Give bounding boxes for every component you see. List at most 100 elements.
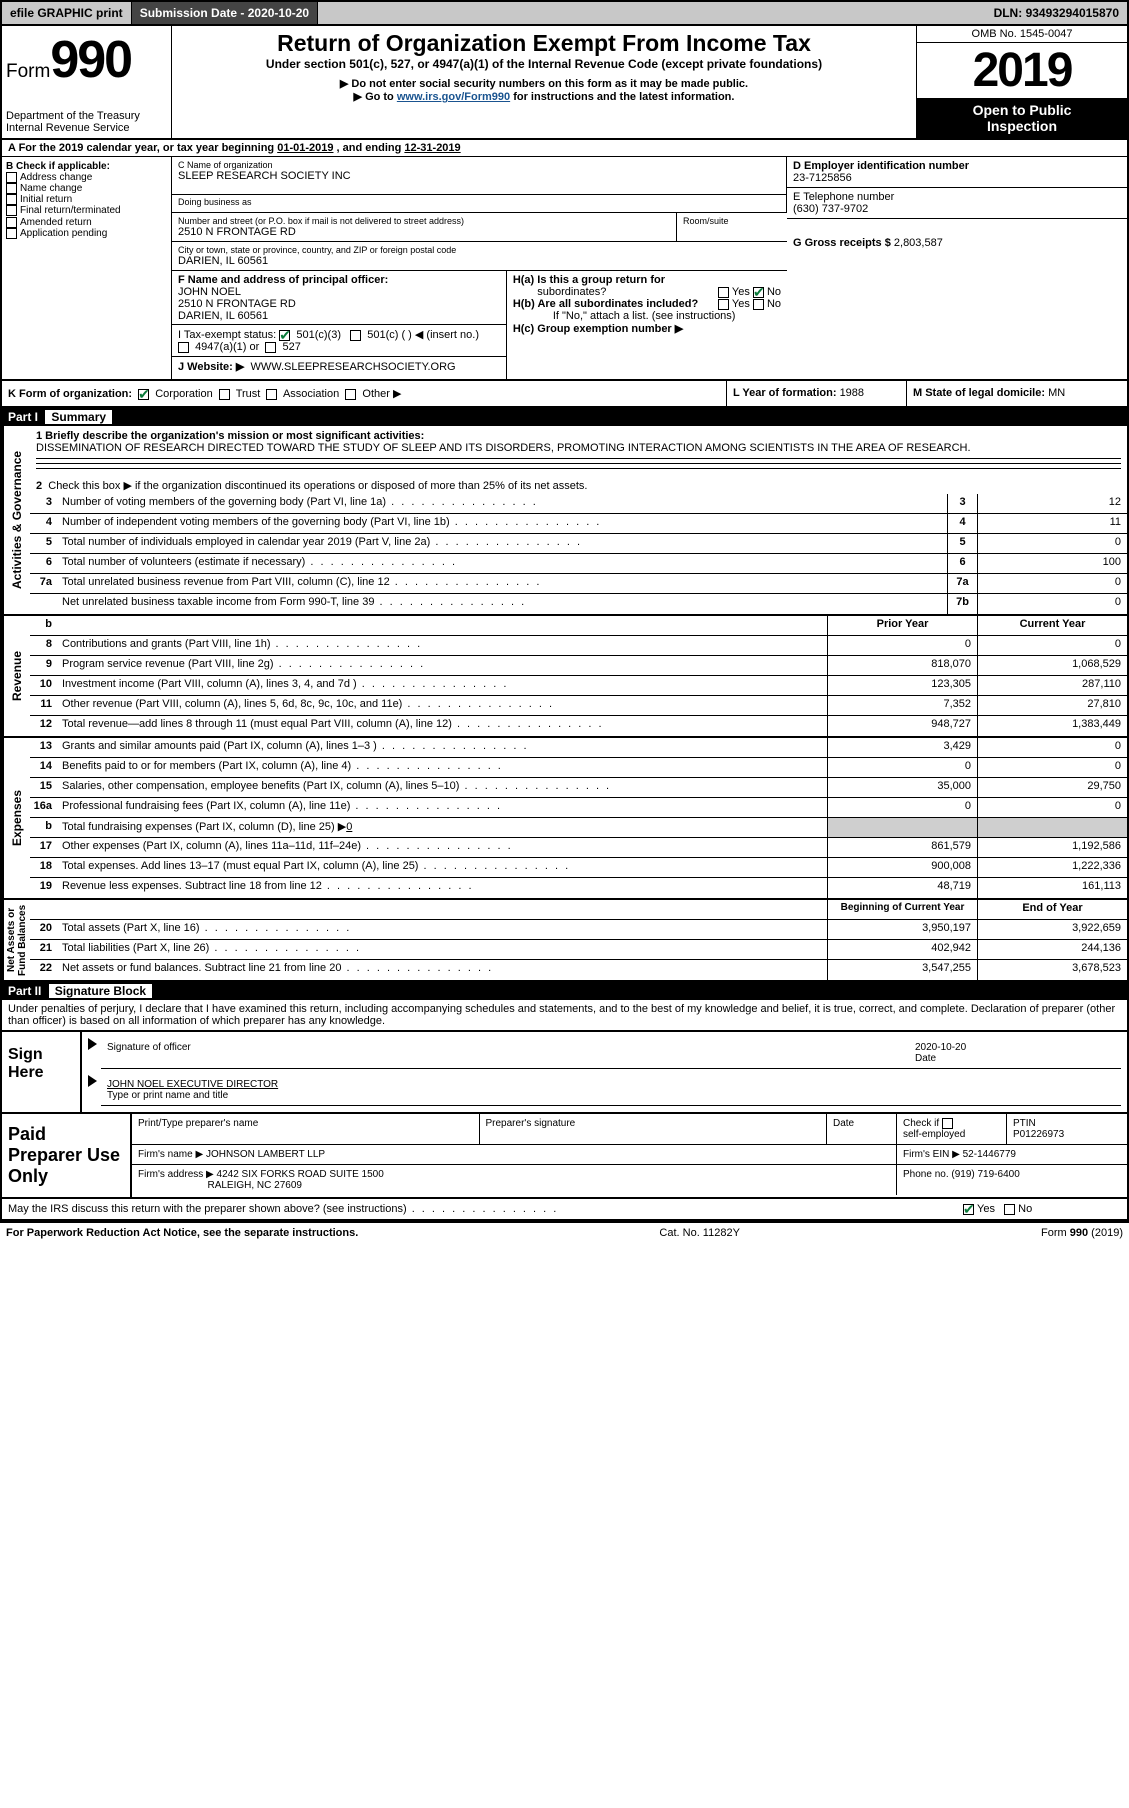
no: No — [767, 298, 781, 310]
chk-name-change[interactable]: Name change — [6, 183, 167, 194]
discuss-no[interactable] — [1004, 1204, 1015, 1215]
arrow-icon — [88, 1075, 97, 1087]
hb-note: If "No," attach a list. (see instruction… — [513, 310, 781, 322]
chk-527[interactable] — [265, 342, 276, 353]
hb-no[interactable] — [753, 299, 764, 310]
note-goto-post: for instructions and the latest informat… — [510, 91, 734, 103]
ldesc: Total assets (Part X, line 16) — [58, 920, 827, 939]
dln: DLN: 93493294015870 — [986, 2, 1127, 24]
lval-prior: 3,950,197 — [827, 920, 977, 939]
form-header: Form990 Department of the Treasury Inter… — [2, 26, 1127, 140]
table-row: 14Benefits paid to or for members (Part … — [30, 758, 1127, 778]
lval: 12 — [977, 494, 1127, 513]
paid-h3: Date — [827, 1114, 897, 1144]
lval: 100 — [977, 554, 1127, 573]
lno: 11 — [30, 696, 58, 715]
lno: 8 — [30, 636, 58, 655]
yes: Yes — [732, 298, 750, 310]
table-row: 3Number of voting members of the governi… — [30, 494, 1127, 514]
chk-trust[interactable] — [219, 389, 230, 400]
lno: 18 — [30, 858, 58, 877]
lval-cur: 0 — [977, 798, 1127, 817]
ldesc: Investment income (Part VIII, column (A)… — [58, 676, 827, 695]
lno: 6 — [30, 554, 58, 573]
chk-other[interactable] — [345, 389, 356, 400]
lnobox: 7b — [947, 594, 977, 614]
part1-header: Part I Summary — [2, 408, 1127, 426]
period-line: A For the 2019 calendar year, or tax yea… — [2, 140, 1127, 157]
part1-label: Part I — [8, 410, 38, 424]
hdr-prior: Prior Year — [827, 616, 977, 635]
l-value: 1988 — [840, 387, 864, 399]
lval-prior: 818,070 — [827, 656, 977, 675]
ha-yes[interactable] — [718, 287, 729, 298]
paid-h4-post: self-employed — [903, 1129, 965, 1140]
discuss-yes[interactable] — [963, 1204, 974, 1215]
topbar-spacer — [318, 2, 985, 24]
ldesc: Total expenses. Add lines 13–17 (must eq… — [58, 858, 827, 877]
lval-cur: 29,750 — [977, 778, 1127, 797]
chk-501c[interactable] — [350, 330, 361, 341]
lval-prior: 3,547,255 — [827, 960, 977, 980]
chk-label: Final return/terminated — [20, 206, 121, 217]
sec-netassets: Net Assets or Fund Balances Beginning of… — [2, 900, 1127, 982]
lval-cur: 0 — [977, 636, 1127, 655]
chk-4947[interactable] — [178, 342, 189, 353]
ldesc: Other revenue (Part VIII, column (A), li… — [58, 696, 827, 715]
firm-addr-label: Firm's address ▶ — [138, 1169, 214, 1180]
paid-h5: PTIN P01226973 — [1007, 1114, 1127, 1144]
submission-label: Submission Date - — [140, 6, 248, 20]
submission-date-button[interactable]: Submission Date - 2020-10-20 — [132, 2, 318, 24]
dln-label: DLN: — [994, 6, 1026, 20]
chk-amended-return[interactable]: Amended return — [6, 217, 167, 228]
form-number: Form990 — [6, 30, 167, 90]
k-trust: Trust — [236, 388, 261, 400]
ldesc: Net assets or fund balances. Subtract li… — [58, 960, 827, 980]
sig-name-label: Type or print name and title — [107, 1090, 1115, 1101]
ha-no[interactable] — [753, 287, 764, 298]
chk-application-pending[interactable]: Application pending — [6, 228, 167, 239]
lno: 10 — [30, 676, 58, 695]
lval-cur: 161,113 — [977, 878, 1127, 898]
m-label: M State of legal domicile: — [913, 387, 1048, 399]
side-expenses: Expenses — [2, 738, 30, 898]
chk-self-employed[interactable] — [942, 1118, 953, 1129]
org-city: DARIEN, IL 60561 — [178, 255, 781, 267]
hc-label: H(c) Group exemption number ▶ — [513, 322, 781, 335]
side-net: Net Assets or Fund Balances — [2, 900, 30, 980]
chk-address-change[interactable]: Address change — [6, 172, 167, 183]
page-footer: For Paperwork Reduction Act Notice, see … — [0, 1223, 1129, 1243]
ha-label2: subordinates? — [537, 286, 606, 298]
ldesc: Salaries, other compensation, employee b… — [58, 778, 827, 797]
label-room: Room/suite — [683, 216, 781, 226]
chk-final-return[interactable]: Final return/terminated — [6, 205, 167, 216]
chk-label: Name change — [20, 183, 82, 194]
lno: 14 — [30, 758, 58, 777]
lval-cur: 244,136 — [977, 940, 1127, 959]
chk-initial-return[interactable]: Initial return — [6, 194, 167, 205]
ldesc: Revenue less expenses. Subtract line 18 … — [58, 878, 827, 898]
lno: 21 — [30, 940, 58, 959]
sign-here: Sign Here — [2, 1032, 82, 1112]
lval-prior: 3,429 — [827, 738, 977, 757]
line-hb: H(b) Are all subordinates included? Yes … — [513, 298, 781, 310]
irs-link[interactable]: www.irs.gov/Form990 — [397, 91, 510, 103]
i-4947: 4947(a)(1) or — [195, 341, 259, 353]
lno: b — [30, 818, 58, 837]
shade2 — [977, 818, 1127, 837]
ldesc: Number of voting members of the governin… — [58, 494, 947, 513]
firm-phone-label: Phone no. — [903, 1169, 951, 1180]
table-row: 10Investment income (Part VIII, column (… — [30, 676, 1127, 696]
chk-corp[interactable] — [138, 389, 149, 400]
efile-button[interactable]: efile GRAPHIC print — [2, 2, 132, 24]
hb-yes[interactable] — [718, 299, 729, 310]
period-begin: 01-01-2019 — [277, 142, 333, 154]
line-i: I Tax-exempt status: 501(c)(3) 501(c) ( … — [172, 324, 506, 356]
label-dba: Doing business as — [172, 194, 786, 209]
chk-501c3[interactable] — [279, 330, 290, 341]
k-corp: Corporation — [155, 388, 212, 400]
lval: 11 — [977, 514, 1127, 533]
arrow-icon — [88, 1038, 97, 1050]
firm-addr2: RALEIGH, NC 27609 — [207, 1180, 302, 1191]
chk-assoc[interactable] — [266, 389, 277, 400]
